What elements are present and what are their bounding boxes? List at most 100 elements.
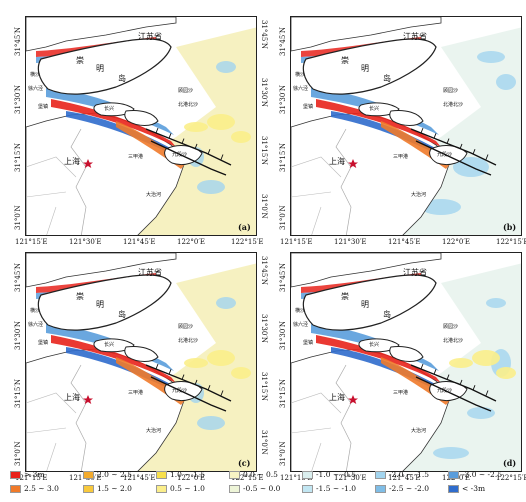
deposition-patch [207,114,235,130]
erosion-patch [216,61,236,73]
place-name-beihu: 北港北沙 [178,102,199,108]
lat-tick-label-right: 31°45′N [260,256,268,286]
place-name-hengsha: 横沙 [30,308,41,314]
legend-item: < -3m [448,484,485,494]
legend-swatch [83,485,94,493]
legend-item: -1.0 ~ -0.5 [302,470,356,480]
groyne [420,127,424,134]
legend-label: -1.0 ~ -0.5 [316,470,356,480]
chongming-island [302,274,437,331]
place-name-guyuansha: 顾园沙 [178,324,194,330]
hengsha-island [124,346,159,362]
groyne [485,154,489,160]
map-canvas [26,17,256,235]
place-name-sanjiagang: 三甲港 [393,390,409,396]
legend-label: 0.0 ~ 0.5 [243,470,278,480]
shanghai-star-icon [83,395,93,404]
legend-label: < -3m [462,484,486,494]
deposition-patch [231,367,251,379]
channel-band [66,111,178,157]
jiangsu-land [26,17,177,52]
place-name-beihu: 北港北沙 [178,338,199,344]
lat-tick-label: 31°0′N [279,441,287,466]
legend-label: 2.0 ~ 2.5 [97,470,132,480]
place-name-chongming_1: 崇 [76,292,84,301]
lon-tick-label: 121°15′E [15,238,48,246]
erosion-patch [433,447,469,459]
lat-tick-label: 31°15′N [14,378,22,408]
hengsha-island [389,110,424,126]
groyne [220,154,224,160]
legend-swatch [229,485,240,493]
place-name-chang: 长兴 [369,342,380,348]
deposition-patch [184,358,208,368]
lat-tick-label-right: 31°0′N [260,194,268,219]
legend-label: -2.0 ~ -1.5 [389,470,429,480]
place-name-xuliujing: 徐六泾 [293,86,309,92]
deposition-patch [231,131,251,143]
lat-tick-label: 31°15′N [279,378,287,408]
place-name-guyuansha: 顾园沙 [443,324,459,330]
lon-tick-label: 121°15′E [280,474,313,482]
legend-label: -0.5 ~ 0.0 [243,484,281,494]
legend-label: 1.5 ~ 2.0 [97,484,132,494]
lat-tick-label: 31°45′N [279,26,287,56]
place-name-chongming_3: 岛 [383,74,391,83]
changxing-island [358,338,400,353]
legend-swatch [10,471,21,479]
legend-swatch [156,471,167,479]
place-name-chongming_3: 岛 [118,310,126,319]
groyne [207,385,211,391]
erosion-patch [197,180,225,194]
place-name-jiuduansha: 九段沙 [437,388,453,394]
place-name-jiuduansha: 九段沙 [437,152,453,158]
place-name-sanjiagang: 三甲港 [393,154,409,160]
legend-item: -0.5 ~ 0.0 [229,484,280,494]
place-name-hengsha: 横沙 [30,72,41,78]
panel-letter: (a) [238,222,251,232]
channel-band [331,111,443,157]
shanghai-star-icon [83,159,93,168]
place-name-chongming_1: 崇 [76,56,84,65]
legend-swatch [302,471,313,479]
place-name-dayangshan: 大治河 [411,192,427,198]
lon-tick-label: 122°15′E [496,474,526,482]
erosion-patch [467,407,495,419]
lon-tick-label: 122°15′E [496,238,526,246]
panel-letter: (d) [503,458,517,468]
legend-label: 1.0 ~ 1.5 [170,470,205,480]
place-name-baozhen: 堡镇 [38,340,49,346]
place-name-hengsha: 横沙 [295,72,306,78]
place-name-xuliujing: 徐六泾 [28,86,44,92]
place-name-shanghai: 上海 [64,157,80,166]
legend-item: > 3m [10,470,45,480]
lat-tick-label-right: 31°30′N [260,78,268,108]
place-name-chang: 长兴 [104,106,115,112]
erosion-patch [197,416,225,430]
legend-label: > 3m [24,470,45,480]
land-lines [291,156,342,235]
legend-label: 2.5 ~ 3.0 [24,484,59,494]
panel-letter: (b) [503,222,517,232]
lat-tick-label: 31°0′N [279,205,287,230]
legend-item: -1.5 ~ -1.0 [302,484,356,494]
map-panel: 江苏省崇明岛上海 顾园沙 北港北沙 徐六泾 横沙 堡镇 长兴 九段沙 三甲港 大治河 (d) 121°… [275,244,526,486]
groyne [446,138,450,144]
erosion-patch [216,297,236,309]
jiangsu-land [291,253,442,288]
lat-tick-label: 31°45′N [279,262,287,292]
channel-band [331,347,443,393]
place-name-guyuansha: 顾园沙 [443,88,459,94]
admin-boundary [70,128,87,235]
place-name-dayangshan: 大治河 [411,428,427,434]
legend-label: -3.0 ~ -2.5 [462,470,502,480]
lon-tick-label: 121°15′E [280,238,313,246]
groyne [168,133,172,139]
place-name-jiangsu: 江苏省 [138,32,162,41]
changxing-island [93,102,135,117]
map-canvas [291,253,521,471]
lat-tick-label-right: 31°15′N [260,372,268,402]
place-name-xuliujing: 徐六泾 [28,322,44,328]
hengsha-island [389,346,424,362]
